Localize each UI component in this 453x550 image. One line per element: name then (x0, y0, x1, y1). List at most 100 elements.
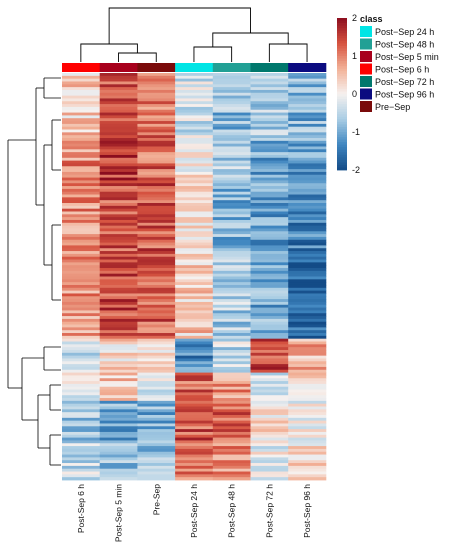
heatmap-cell (288, 400, 327, 405)
heatmap-cell (288, 338, 327, 342)
heatmap-cell (250, 383, 289, 388)
heatmap-cell (62, 287, 101, 292)
heatmap-cell (250, 231, 289, 235)
color-scale-step (337, 144, 347, 148)
heatmap-cell (137, 214, 176, 218)
heatmap-cell (99, 327, 138, 331)
heatmap-cell (137, 115, 176, 119)
heatmap-cell (288, 101, 327, 105)
heatmap-cell (62, 101, 101, 105)
heatmap-cell (99, 333, 138, 337)
legend-label: Post−Sep 5 min (375, 52, 439, 62)
heatmap-cell (288, 448, 327, 453)
heatmap-cell (212, 400, 251, 405)
heatmap-cell (212, 463, 251, 467)
heatmap-cell (250, 101, 289, 105)
color-scale-step (337, 124, 347, 128)
heatmap-cell (175, 169, 214, 173)
heatmap-cell (288, 392, 327, 396)
heatmap-cell (212, 417, 251, 422)
heatmap-cell (250, 186, 289, 190)
heatmap-cell (212, 398, 251, 402)
column-label: Post-Sep 24 h (189, 484, 199, 538)
heatmap-cell (99, 75, 138, 80)
heatmap-cell (175, 273, 214, 277)
heatmap-cell (99, 81, 138, 85)
heatmap-cell (288, 203, 327, 207)
heatmap-cell (212, 364, 251, 368)
heatmap-cell (175, 327, 214, 331)
heatmap-cell (288, 310, 327, 314)
heatmap-cell (137, 349, 176, 354)
heatmap-cell (288, 126, 327, 130)
heatmap-cell (99, 403, 138, 407)
heatmap-cell (175, 395, 214, 399)
heatmap-cell (212, 256, 251, 260)
heatmap-cell (175, 352, 214, 357)
heatmap-cell (250, 262, 289, 266)
heatmap-cell (175, 443, 214, 447)
heatmap-cell (175, 276, 214, 280)
heatmap-cell (99, 358, 138, 362)
heatmap-cell (137, 242, 176, 246)
heatmap-cell (212, 146, 251, 150)
color-scale-step (337, 164, 347, 168)
heatmap-cell (99, 231, 138, 235)
color-scale-step (337, 142, 347, 146)
heatmap-cell (62, 268, 101, 272)
color-scale-step (337, 83, 347, 87)
heatmap-cell (175, 123, 214, 128)
heatmap-cell (175, 146, 214, 150)
heatmap-cell (137, 132, 176, 136)
heatmap-cell (212, 157, 251, 162)
heatmap-cell (99, 112, 138, 116)
heatmap-cell (137, 231, 176, 235)
heatmap-cell (288, 324, 327, 328)
heatmap-cell (62, 234, 101, 238)
heatmap-cell (62, 403, 101, 407)
heatmap-cell (212, 208, 251, 212)
heatmap-cell (99, 372, 138, 376)
heatmap-cell (212, 335, 251, 340)
heatmap-cell (137, 327, 176, 331)
heatmap-cell (175, 154, 214, 159)
column-label: Pre-Sep (151, 484, 161, 515)
heatmap-cell (175, 318, 214, 323)
heatmap-cell (288, 149, 327, 153)
heatmap-cell (62, 228, 101, 232)
heatmap-cell (212, 84, 251, 88)
heatmap-cell (175, 268, 214, 272)
heatmap-cell (212, 98, 251, 102)
heatmap-cell (137, 301, 176, 306)
heatmap-cell (62, 160, 101, 164)
heatmap-cell (62, 400, 101, 405)
color-scale-step (337, 152, 347, 156)
heatmap-cell (137, 166, 176, 170)
heatmap-cell (175, 138, 214, 142)
legend-label: Post−Sep 96 h (375, 90, 434, 100)
color-scale-step (337, 61, 347, 64)
color-scale-step (337, 129, 347, 133)
heatmap-cell (175, 200, 214, 204)
heatmap-cell (250, 75, 289, 80)
heatmap-cell (62, 135, 101, 139)
heatmap-cell (250, 234, 289, 238)
heatmap-cell (288, 395, 327, 399)
heatmap-cell (175, 140, 214, 145)
heatmap-cell (250, 171, 289, 176)
color-scale-step (337, 88, 347, 92)
heatmap-cell (137, 183, 176, 187)
heatmap-cell (62, 457, 101, 461)
heatmap-cell (99, 194, 138, 198)
heatmap-cell (175, 208, 214, 212)
heatmap-cell (99, 434, 138, 439)
heatmap-cell (62, 203, 101, 207)
heatmap-cell (99, 183, 138, 187)
heatmap-cell (212, 191, 251, 195)
heatmap-cell (137, 446, 176, 450)
heatmap-cell (288, 123, 327, 128)
heatmap-cell (250, 338, 289, 342)
heatmap-cell (62, 429, 101, 433)
heatmap-cell (175, 299, 214, 303)
heatmap-cell (137, 296, 176, 300)
